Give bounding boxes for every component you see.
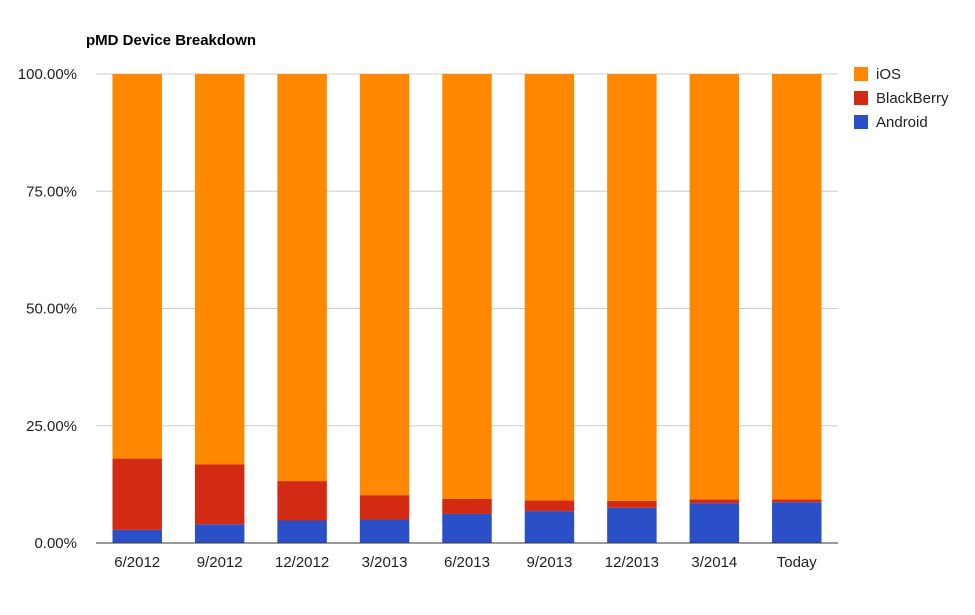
legend-label-blackberry: BlackBerry — [876, 90, 949, 107]
bar-blackberry-1 — [194, 464, 245, 525]
y-tick-label: 25.00% — [26, 418, 77, 435]
bar-ios-5 — [524, 74, 575, 501]
y-tick-label: 50.00% — [26, 301, 77, 318]
x-tick-label: 12/2013 — [605, 554, 659, 571]
bar-blackberry-8 — [772, 499, 822, 503]
x-tick-label: 9/2012 — [197, 554, 243, 571]
bar-blackberry-5 — [524, 500, 575, 512]
bar-ios-6 — [607, 74, 657, 501]
x-tick-label: 12/2012 — [275, 554, 329, 571]
bar-android-3 — [359, 519, 410, 543]
legend-label-android: Android — [876, 114, 928, 131]
bar-blackberry-7 — [689, 499, 740, 504]
chart-title: pMD Device Breakdown — [86, 32, 256, 49]
bars — [112, 74, 822, 543]
bar-android-1 — [194, 524, 245, 543]
y-tick-label: 100.00% — [18, 66, 77, 83]
x-tick-label: Today — [777, 554, 818, 571]
bar-ios-3 — [359, 74, 410, 496]
legend-swatch-android — [854, 115, 868, 129]
bar-ios-4 — [442, 74, 492, 499]
bar-blackberry-4 — [442, 498, 492, 514]
x-tick-label: 9/2013 — [526, 554, 572, 571]
bar-android-8 — [772, 502, 822, 543]
x-tick-label: 6/2013 — [444, 554, 490, 571]
legend-swatch-ios — [854, 67, 868, 81]
bar-android-7 — [689, 503, 740, 543]
bar-android-4 — [442, 513, 492, 543]
x-tick-label: 3/2013 — [362, 554, 408, 571]
y-tick-label: 75.00% — [26, 183, 77, 200]
x-axis-ticks: 6/2012 9/2012 12/2012 3/2013 6/2013 9/2013 12/… — [114, 554, 817, 571]
bar-ios-8 — [772, 74, 822, 500]
bar-blackberry-0 — [112, 458, 162, 530]
bar-ios-7 — [689, 74, 740, 500]
bar-android-0 — [112, 529, 162, 543]
bar-ios-1 — [194, 74, 245, 465]
y-axis-ticks: 0.00% 25.00% 50.00% 75.00% 100.00% — [18, 66, 77, 552]
legend-label-ios: iOS — [876, 66, 901, 83]
y-tick-label: 0.00% — [34, 535, 77, 552]
bar-android-2 — [277, 520, 327, 543]
bar-blackberry-6 — [607, 500, 657, 508]
legend: iOS BlackBerry Android — [854, 66, 949, 131]
legend-swatch-blackberry — [854, 91, 868, 105]
x-tick-label: 6/2012 — [114, 554, 160, 571]
x-tick-label: 3/2014 — [691, 554, 737, 571]
bar-blackberry-3 — [359, 495, 410, 520]
bar-ios-2 — [277, 74, 327, 482]
bar-android-5 — [524, 511, 575, 543]
bar-android-6 — [607, 507, 657, 543]
bar-blackberry-2 — [277, 481, 327, 521]
bar-ios-0 — [112, 74, 162, 459]
